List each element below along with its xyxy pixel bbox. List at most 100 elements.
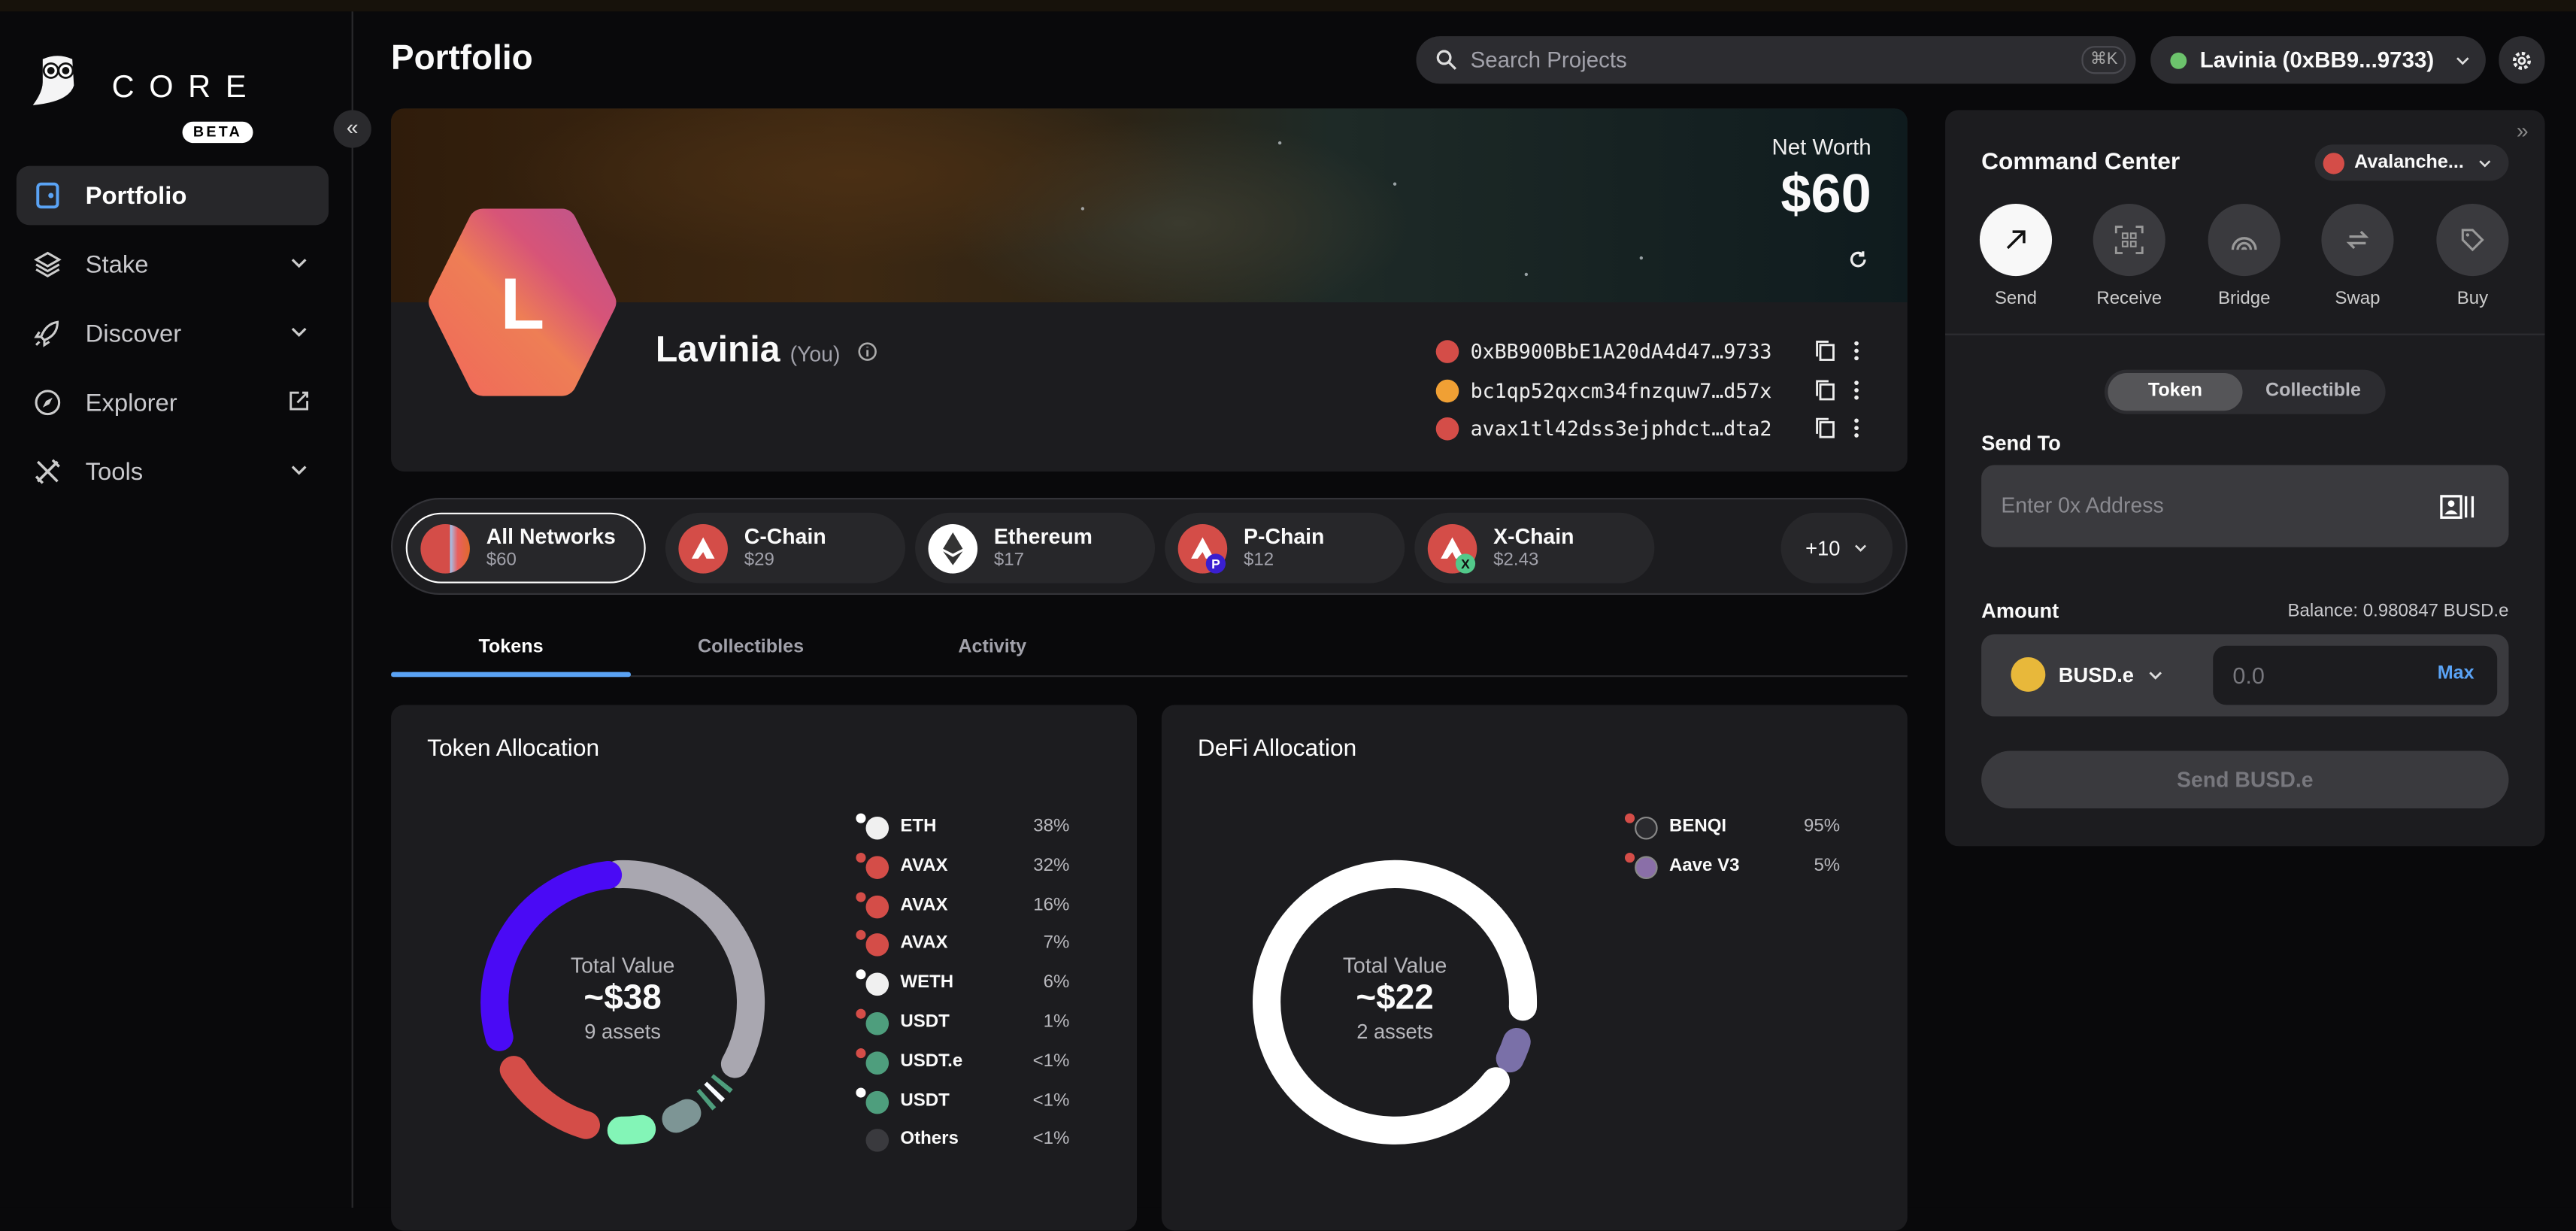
sidebar-item-discover[interactable]: Discover <box>17 304 329 363</box>
network-name: X-Chain <box>1493 524 1574 549</box>
token-selector[interactable]: BUSD.e <box>2011 657 2163 692</box>
sidebar: CORE BETA Portfolio Stake Discover Explo… <box>0 11 353 1208</box>
toggle-token[interactable]: Token <box>2108 372 2243 411</box>
token-icon <box>854 1085 890 1114</box>
token-icon <box>854 929 890 958</box>
token-percent: <1% <box>1032 1129 1070 1150</box>
total-value-label: Total Value <box>570 953 675 978</box>
protocol-name: Aave V3 <box>1668 855 1740 876</box>
donut-segment-weth <box>662 1099 702 1133</box>
chevron-down-icon <box>2478 159 2490 167</box>
card-title: DeFi Allocation <box>1197 735 1357 763</box>
network-value: $29 <box>744 550 774 571</box>
tools-icon <box>35 459 60 484</box>
address-book-icon[interactable] <box>2440 495 2476 520</box>
profile-card: L Lavinia (You) Net Worth $60 0xBB900BbE1… <box>391 108 1908 472</box>
action-label: Bridge <box>2217 289 2271 309</box>
copy-icon[interactable] <box>1815 340 1835 361</box>
more-networks-button[interactable]: +10 <box>1780 512 1893 584</box>
copy-icon[interactable] <box>1815 417 1835 438</box>
donut-segment-usdt <box>696 1088 717 1111</box>
qr-code-icon <box>2114 226 2144 254</box>
token-icon <box>854 890 890 919</box>
legend-item: USDT <1% <box>854 1085 1069 1114</box>
action-label: Send <box>1994 289 2038 309</box>
wallet-icon <box>36 182 59 209</box>
token-percent: <1% <box>1032 1090 1070 1111</box>
chevron-down-icon <box>1855 544 1867 552</box>
more-icon[interactable] <box>1853 417 1860 438</box>
address-row: bc1qp52qxcm34fnzquw7…d57x <box>1435 378 1859 405</box>
legend-item: Others <1% <box>854 1124 1069 1154</box>
svg-text:X: X <box>1461 556 1470 571</box>
token-symbol: AVAX <box>900 894 948 915</box>
amount-placeholder: 0.0 <box>2232 662 2265 689</box>
avatar-initial: L <box>500 264 544 344</box>
sidebar-item-stake[interactable]: Stake <box>17 235 329 294</box>
token-allocation-donut <box>480 860 765 1145</box>
amount-label: Amount <box>1981 599 2059 623</box>
network-value: $2.43 <box>1493 550 1539 571</box>
network-p-chain[interactable]: P P-Chain $12 <box>1165 512 1405 584</box>
sidebar-item-explorer[interactable]: Explorer <box>17 373 329 432</box>
info-icon[interactable] <box>857 341 877 361</box>
token-percent: 32% <box>1033 855 1070 876</box>
protocol-name: BENQI <box>1668 816 1727 837</box>
token-symbol: USDT <box>900 1090 950 1111</box>
tab-activity[interactable]: Activity <box>958 637 1027 657</box>
buy-action[interactable]: Buy <box>2436 203 2509 309</box>
donut-segment-avax <box>480 860 623 1051</box>
copy-icon[interactable] <box>1815 380 1835 401</box>
amount-input[interactable]: 0.0 Max <box>2213 645 2498 705</box>
donut-segment-avax <box>499 1056 600 1139</box>
refresh-icon[interactable] <box>1848 250 1868 269</box>
network-selector[interactable]: Avalanche... <box>2314 144 2509 181</box>
action-label: Buy <box>2456 289 2489 309</box>
sidebar-item-portfolio[interactable]: Portfolio <box>16 165 329 226</box>
send-action[interactable]: Send <box>1979 203 2053 309</box>
tab-tokens[interactable]: Tokens <box>478 637 544 657</box>
network-c-chain[interactable]: C-Chain $29 <box>665 512 905 584</box>
address-input[interactable]: Enter 0x Address <box>1981 465 2509 547</box>
address-text: 0xBB900BbE1A20dA4d47…9733 <box>1470 340 1772 363</box>
donut-segment-usdt.e <box>704 1081 726 1102</box>
donut-segment-usdt <box>711 1074 733 1093</box>
collapse-sidebar-button[interactable]: « <box>333 110 371 148</box>
more-icon[interactable] <box>1853 380 1860 401</box>
asset-count: 9 assets <box>584 1020 661 1044</box>
donut-segment-avax <box>607 1114 656 1145</box>
donut-center: Total Value ~$22 2 assets <box>1263 953 1526 1043</box>
arrow-up-right-icon <box>2006 230 2026 250</box>
network-ethereum[interactable]: Ethereum $17 <box>915 512 1156 584</box>
network-x-chain[interactable]: X X-Chain $2.43 <box>1414 512 1655 584</box>
more-networks-count: +10 <box>1805 536 1841 559</box>
swap-action[interactable]: Swap <box>2321 203 2394 309</box>
network-all[interactable]: All Networks $60 <box>405 512 646 584</box>
tab-collectibles[interactable]: Collectibles <box>698 637 805 657</box>
legend-item: BENQI 95% <box>1623 811 1840 841</box>
send-button[interactable]: Send BUSD.e <box>1981 750 2509 809</box>
account-selector[interactable]: Lavinia (0xBB9...9733) <box>2150 36 2486 84</box>
receive-action[interactable]: Receive <box>2093 203 2165 309</box>
address-row: 0xBB900BbE1A20dA4d47…9733 <box>1435 338 1859 365</box>
all-networks-icon <box>420 523 470 573</box>
address-placeholder: Enter 0x Address <box>2001 493 2164 518</box>
max-button[interactable]: Max <box>2437 663 2474 684</box>
send-to-label: Send To <box>1981 432 2061 456</box>
network-name: All Networks <box>486 524 616 549</box>
settings-button[interactable] <box>2499 36 2545 84</box>
legend-item: Aave V3 5% <box>1623 850 1840 880</box>
amount-group: BUSD.e 0.0 Max <box>1981 634 2509 717</box>
protocol-icon <box>1623 811 1659 841</box>
sidebar-item-tools[interactable]: Tools <box>17 442 329 502</box>
more-icon[interactable] <box>1853 340 1860 361</box>
toggle-collectible[interactable]: Collectible <box>2265 381 2362 402</box>
search-shortcut: ⌘K <box>2082 46 2126 74</box>
protocol-icon <box>1623 850 1659 880</box>
you-label: (You) <box>789 341 841 367</box>
bitcoin-icon <box>1435 379 1459 403</box>
expand-panel-icon[interactable]: » <box>2516 118 2529 144</box>
search-input[interactable]: Search Projects ⌘K <box>1416 36 2136 84</box>
bridge-action[interactable]: Bridge <box>2208 203 2281 309</box>
divider <box>1945 333 2545 335</box>
